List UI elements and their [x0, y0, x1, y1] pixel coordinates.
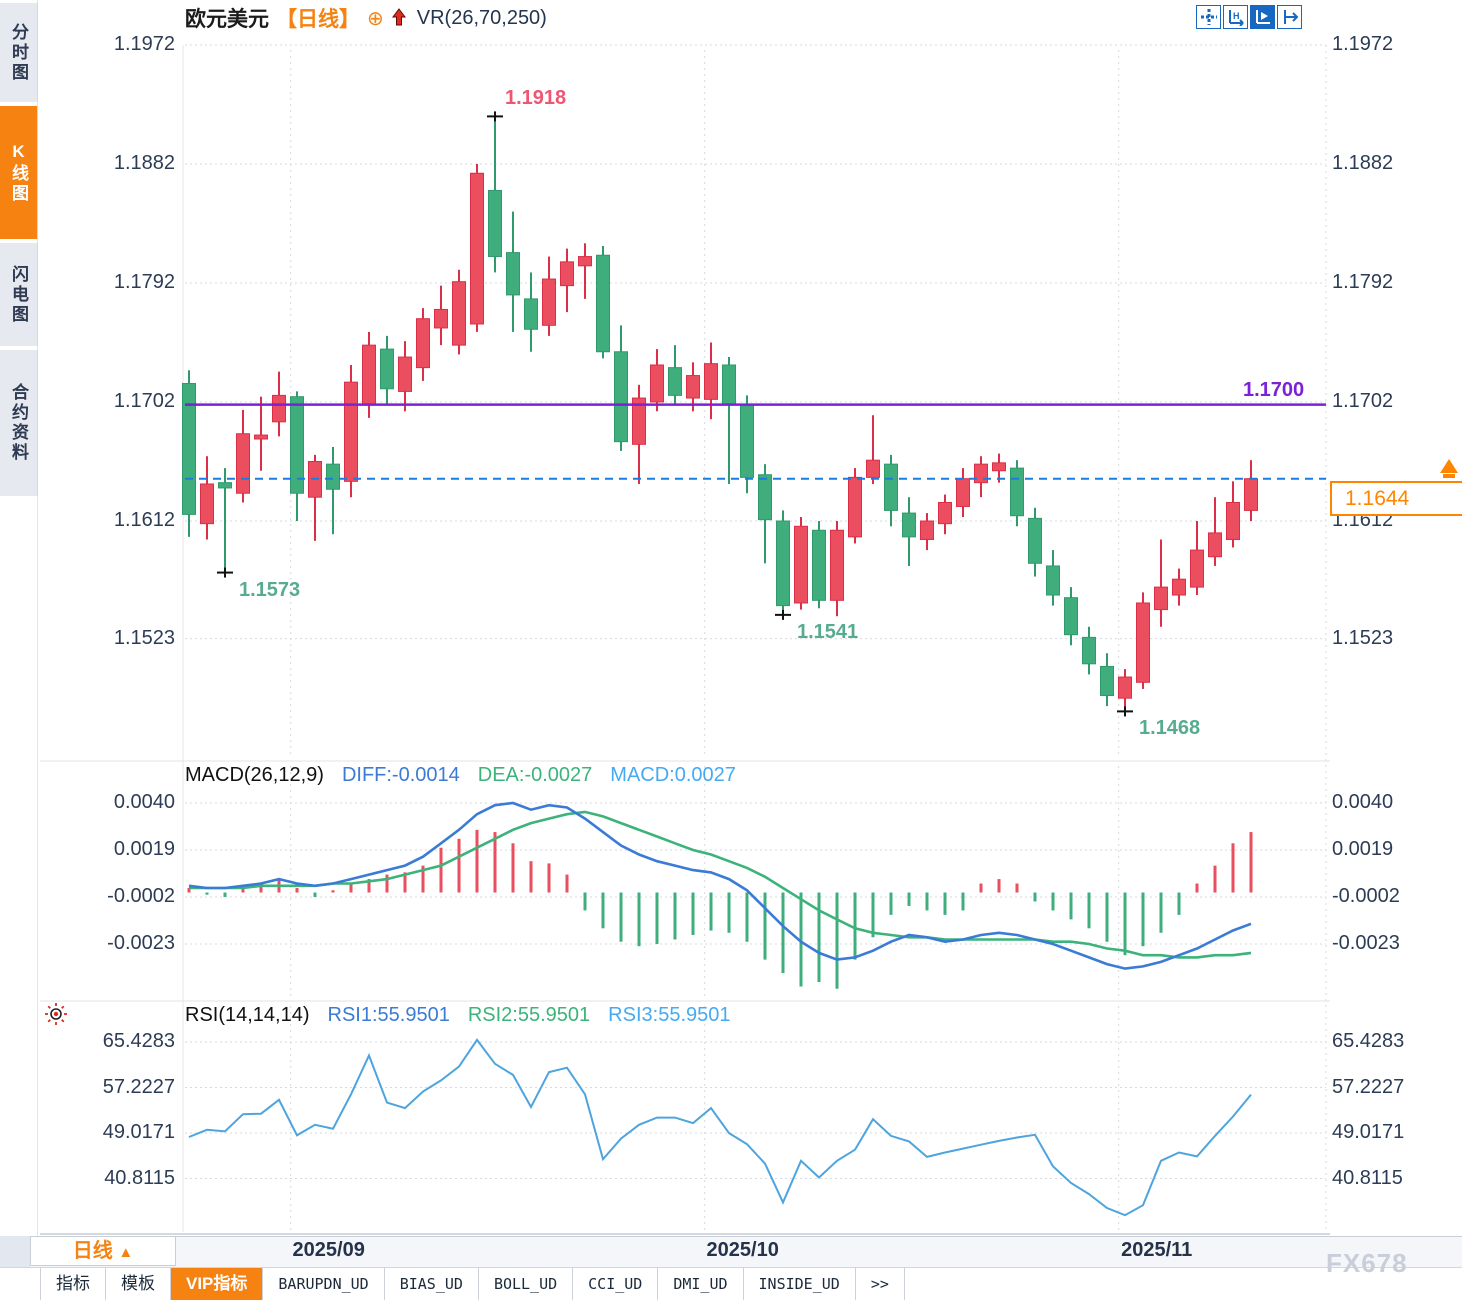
- symbol-title: 欧元美元: [185, 8, 269, 31]
- axis-play-icon[interactable]: [1250, 5, 1275, 29]
- indicator-tab-bar: 指标 模板 VIP指标 BARUPDN_UD BIAS_UD BOLL_UD CCI_UD D…: [0, 1267, 1462, 1300]
- watermark: FX678: [1326, 1248, 1408, 1278]
- overlay-indicator-label: VR(26,70,250): [416, 6, 547, 29]
- price-axis-tick: 1.1882: [1332, 152, 1394, 174]
- period-tag: 【日线】: [276, 8, 360, 31]
- rsi-axis-tick: 57.2227: [102, 1075, 175, 1098]
- indicator-tab-6[interactable]: BOLL_UD: [479, 1268, 574, 1300]
- macd-diff-value: DIFF:-0.0014: [341, 764, 460, 786]
- period-selector-arrow-icon: ▲: [118, 1244, 134, 1261]
- macd-axis-tick: -0.0023: [107, 931, 175, 954]
- macd-axis-tick: 0.0040: [1332, 790, 1394, 813]
- last-price-badge: 1.1644: [1330, 481, 1462, 516]
- x-axis-month-label: 2025/11: [1121, 1239, 1193, 1261]
- macd-axis-tick: -0.0023: [1332, 931, 1400, 954]
- macd-axis-tick: -0.0002: [1332, 884, 1400, 907]
- purple-level-label: 1.1700: [1243, 379, 1305, 401]
- x-axis-row: [0, 1236, 1462, 1268]
- price-axis-tick: 1.1792: [1332, 271, 1394, 293]
- indicator-tab-7[interactable]: CCI_UD: [573, 1268, 659, 1300]
- period-selector-label: 日线: [72, 1240, 113, 1262]
- macd-dea-value: DEA:-0.0027: [477, 764, 593, 786]
- low-price-label: 1.1573: [239, 578, 301, 601]
- macd-axis-tick: 0.0019: [1332, 837, 1394, 860]
- price-axis-tick: 1.1882: [113, 152, 175, 174]
- up-arrow-icon: [391, 8, 407, 28]
- rsi-header: RSI(14,14,14) RSI1:55.9501 RSI2:55.9501 …: [185, 1004, 731, 1027]
- rsi2-value: RSI2:55.9501: [467, 1004, 591, 1026]
- x-axis-month-label: 2025/09: [292, 1239, 365, 1261]
- chart-toolbar: H: [1196, 5, 1302, 29]
- price-axis-tick: 1.1972: [113, 33, 175, 55]
- rsi-axis-tick: 49.0171: [102, 1121, 175, 1143]
- sidebar-item-2[interactable]: K线图: [0, 106, 38, 239]
- axis-corner-block: [0, 1236, 30, 1267]
- price-axis-tick: 1.1612: [113, 509, 175, 531]
- sidebar-item-4[interactable]: 合约资料: [0, 350, 38, 496]
- rsi-axis-tick: 40.8115: [1332, 1166, 1403, 1189]
- price-axis-tick: 1.1523: [113, 626, 175, 649]
- indicator-tab-3[interactable]: VIP指标: [171, 1268, 264, 1300]
- rsi-axis-tick: 57.2227: [1332, 1075, 1405, 1098]
- axis-range-icon[interactable]: H: [1223, 5, 1248, 29]
- circle-plus-icon[interactable]: ⊕: [367, 7, 384, 30]
- low-price-label: 1.1541: [797, 620, 859, 643]
- svg-text:H: H: [1233, 11, 1240, 21]
- rsi1-value: RSI1:55.9501: [327, 1004, 450, 1026]
- rsi-axis-tick: 65.4283: [102, 1030, 175, 1052]
- indicator-tab-5[interactable]: BIAS_UD: [385, 1268, 479, 1300]
- high-price-label: 1.1918: [505, 87, 567, 110]
- rsi3-value: RSI3:55.9501: [608, 1004, 731, 1026]
- indicator-tab-1[interactable]: 指标: [41, 1268, 106, 1300]
- low-price-label: 1.1468: [1139, 717, 1201, 740]
- price-axis-tick: 1.1702: [113, 390, 175, 412]
- macd-axis-tick: -0.0002: [107, 884, 175, 907]
- price-axis-tick: 1.1972: [1332, 33, 1394, 55]
- x-axis-month-label: 2025/10: [706, 1239, 779, 1261]
- price-axis-tick: 1.1792: [113, 271, 175, 293]
- macd-header: MACD(26,12,9) DIFF:-0.0014 DEA:-0.0027 M…: [185, 764, 736, 787]
- macd-axis-tick: 0.0040: [113, 790, 175, 813]
- indicator-tab-4[interactable]: BARUPDN_UD: [263, 1268, 385, 1300]
- sidebar-item-3[interactable]: 闪电图: [0, 243, 38, 346]
- chart-header: 欧元美元 【日线】 ⊕ VR(26,70,250): [185, 5, 547, 32]
- indicator-tab-9[interactable]: INSIDE_UD: [744, 1268, 856, 1300]
- indicator-tab-10[interactable]: >>: [856, 1268, 905, 1300]
- sidebar-item-1[interactable]: 分时图: [0, 3, 38, 102]
- price-axis-tick: 1.1523: [1332, 626, 1394, 649]
- macd-axis-tick: 0.0019: [113, 837, 175, 860]
- macd-value: MACD:0.0027: [610, 764, 736, 786]
- crosshair-icon[interactable]: [1196, 5, 1221, 29]
- rsi-title: RSI(14,14,14): [185, 1004, 310, 1026]
- price-up-marker-icon: [1436, 457, 1462, 486]
- period-selector[interactable]: 日线 ▲: [30, 1236, 176, 1266]
- pan-right-icon[interactable]: [1277, 5, 1302, 29]
- rsi-axis-tick: 40.8115: [104, 1166, 175, 1189]
- price-axis-tick: 1.1702: [1332, 390, 1394, 412]
- rsi-axis-tick: 49.0171: [1332, 1121, 1405, 1143]
- indicator-tab-2[interactable]: 模板: [106, 1268, 171, 1300]
- indicator-tab-8[interactable]: DMI_UD: [658, 1268, 744, 1300]
- alert-sun-icon[interactable]: [44, 1002, 68, 1031]
- macd-title: MACD(26,12,9): [185, 764, 324, 786]
- tab-bar-spacer: [0, 1268, 41, 1300]
- rsi-axis-tick: 65.4283: [1332, 1030, 1405, 1052]
